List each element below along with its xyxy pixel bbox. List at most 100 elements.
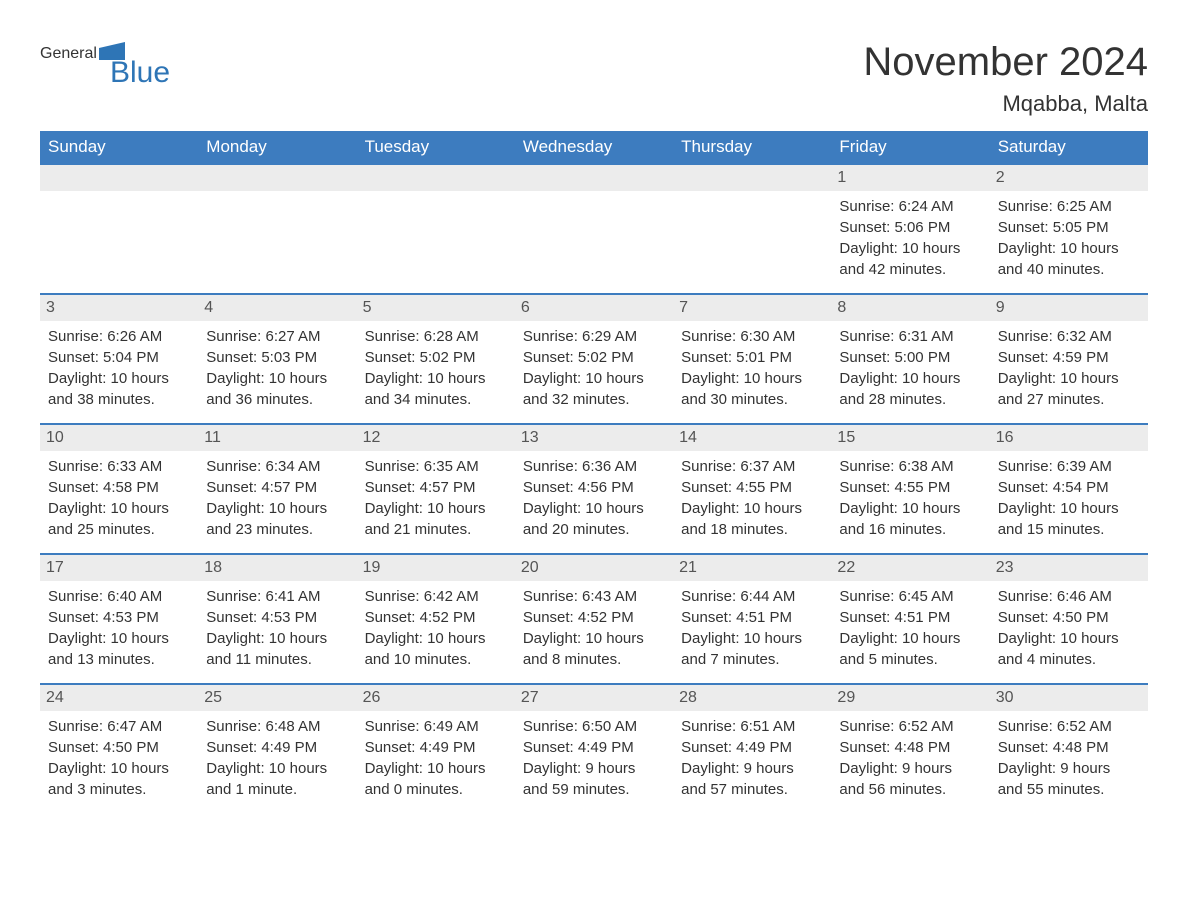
day-cell: 5Sunrise: 6:28 AMSunset: 5:02 PMDaylight… bbox=[357, 295, 515, 423]
weekday-cell: Sunday bbox=[40, 131, 198, 163]
day-sunrise: Sunrise: 6:32 AM bbox=[998, 327, 1140, 347]
day-sunrise: Sunrise: 6:43 AM bbox=[523, 587, 665, 607]
day-details: Sunrise: 6:48 AMSunset: 4:49 PMDaylight:… bbox=[206, 717, 348, 801]
day-details: Sunrise: 6:50 AMSunset: 4:49 PMDaylight:… bbox=[523, 717, 665, 801]
day-sunset: Sunset: 5:00 PM bbox=[839, 348, 981, 368]
day-daylight1: Daylight: 10 hours bbox=[839, 369, 981, 389]
day-cell: 26Sunrise: 6:49 AMSunset: 4:49 PMDayligh… bbox=[357, 685, 515, 813]
day-sunset: Sunset: 4:51 PM bbox=[681, 608, 823, 628]
day-number: 6 bbox=[515, 295, 673, 321]
day-daylight1: Daylight: 9 hours bbox=[998, 759, 1140, 779]
day-number: 15 bbox=[831, 425, 989, 451]
day-daylight1: Daylight: 10 hours bbox=[681, 369, 823, 389]
day-details: Sunrise: 6:52 AMSunset: 4:48 PMDaylight:… bbox=[839, 717, 981, 801]
day-cell: 3 Sunrise: 6:26 AMSunset: 5:04 PMDaylight… bbox=[40, 295, 198, 423]
day-daylight2: and 8 minutes. bbox=[523, 650, 665, 670]
day-daylight2: and 36 minutes. bbox=[206, 390, 348, 410]
day-sunrise: Sunrise: 6:24 AM bbox=[839, 197, 981, 217]
day-number: 25 bbox=[198, 685, 356, 711]
day-cell: 23Sunrise: 6:46 AMSunset: 4:50 PMDayligh… bbox=[990, 555, 1148, 683]
day-cell bbox=[673, 165, 831, 293]
day-sunrise: Sunrise: 6:48 AM bbox=[206, 717, 348, 737]
day-daylight1: Daylight: 10 hours bbox=[365, 499, 507, 519]
day-number: 29 bbox=[831, 685, 989, 711]
day-cell: 17 Sunrise: 6:40 AMSunset: 4:53 PMDayligh… bbox=[40, 555, 198, 683]
day-number bbox=[198, 165, 356, 191]
day-number: 10 bbox=[40, 425, 198, 451]
day-cell: 25 Sunrise: 6:48 AMSunset: 4:49 PMDayligh… bbox=[198, 685, 356, 813]
day-sunrise: Sunrise: 6:49 AM bbox=[365, 717, 507, 737]
day-number bbox=[40, 165, 198, 191]
logo-text: General Blue bbox=[40, 40, 170, 88]
week-row: 24Sunrise: 6:47 AMSunset: 4:50 PMDayligh… bbox=[40, 683, 1148, 813]
day-cell: 10Sunrise: 6:33 AMSunset: 4:58 PMDayligh… bbox=[40, 425, 198, 553]
day-daylight1: Daylight: 10 hours bbox=[998, 239, 1140, 259]
day-details: Sunrise: 6:49 AMSunset: 4:49 PMDaylight:… bbox=[365, 717, 507, 801]
day-details: Sunrise: 6:43 AMSunset: 4:52 PMDaylight:… bbox=[523, 587, 665, 671]
day-daylight2: and 40 minutes. bbox=[998, 260, 1140, 280]
day-sunset: Sunset: 4:54 PM bbox=[998, 478, 1140, 498]
day-daylight1: Daylight: 10 hours bbox=[523, 499, 665, 519]
day-daylight1: Daylight: 10 hours bbox=[48, 499, 190, 519]
day-sunrise: Sunrise: 6:47 AM bbox=[48, 717, 190, 737]
day-cell: 2Sunrise: 6:25 AMSunset: 5:05 PMDaylight… bbox=[990, 165, 1148, 293]
day-sunset: Sunset: 4:55 PM bbox=[839, 478, 981, 498]
weekday-cell: Thursday bbox=[673, 131, 831, 163]
day-cell: 19Sunrise: 6:42 AMSunset: 4:52 PMDayligh… bbox=[357, 555, 515, 683]
day-details: Sunrise: 6:36 AMSunset: 4:56 PMDaylight:… bbox=[523, 457, 665, 541]
day-number: 3 bbox=[40, 295, 198, 321]
day-daylight2: and 21 minutes. bbox=[365, 520, 507, 540]
day-cell: 18Sunrise: 6:41 AMSunset: 4:53 PMDayligh… bbox=[198, 555, 356, 683]
day-number: 20 bbox=[515, 555, 673, 581]
day-number: 17 bbox=[40, 555, 198, 581]
day-daylight1: Daylight: 10 hours bbox=[523, 369, 665, 389]
week-row: 10Sunrise: 6:33 AMSunset: 4:58 PMDayligh… bbox=[40, 423, 1148, 553]
day-sunrise: Sunrise: 6:34 AM bbox=[206, 457, 348, 477]
title-block: November 2024 Mqabba, Malta bbox=[863, 40, 1148, 117]
month-title: November 2024 bbox=[863, 40, 1148, 85]
day-sunrise: Sunrise: 6:50 AM bbox=[523, 717, 665, 737]
day-details: Sunrise: 6:31 AMSunset: 5:00 PMDaylight:… bbox=[839, 327, 981, 411]
day-sunrise: Sunrise: 6:31 AM bbox=[839, 327, 981, 347]
day-daylight2: and 30 minutes. bbox=[681, 390, 823, 410]
day-cell: 4Sunrise: 6:27 AMSunset: 5:03 PMDaylight… bbox=[198, 295, 356, 423]
day-details: Sunrise: 6:26 AMSunset: 5:04 PMDaylight:… bbox=[48, 327, 190, 411]
weekday-cell: Saturday bbox=[990, 131, 1148, 163]
day-daylight2: and 20 minutes. bbox=[523, 520, 665, 540]
day-number: 23 bbox=[990, 555, 1148, 581]
day-sunset: Sunset: 4:48 PM bbox=[839, 738, 981, 758]
day-sunrise: Sunrise: 6:45 AM bbox=[839, 587, 981, 607]
day-details: Sunrise: 6:52 AMSunset: 4:48 PMDaylight:… bbox=[998, 717, 1140, 801]
day-sunrise: Sunrise: 6:44 AM bbox=[681, 587, 823, 607]
day-number bbox=[673, 165, 831, 191]
day-daylight2: and 57 minutes. bbox=[681, 780, 823, 800]
day-sunrise: Sunrise: 6:35 AM bbox=[365, 457, 507, 477]
day-daylight1: Daylight: 10 hours bbox=[206, 499, 348, 519]
day-daylight2: and 25 minutes. bbox=[48, 520, 190, 540]
day-daylight1: Daylight: 10 hours bbox=[365, 369, 507, 389]
day-cell: 16Sunrise: 6:39 AMSunset: 4:54 PMDayligh… bbox=[990, 425, 1148, 553]
day-sunrise: Sunrise: 6:46 AM bbox=[998, 587, 1140, 607]
day-sunset: Sunset: 4:50 PM bbox=[48, 738, 190, 758]
day-cell: 15Sunrise: 6:38 AMSunset: 4:55 PMDayligh… bbox=[831, 425, 989, 553]
day-cell: 27Sunrise: 6:50 AMSunset: 4:49 PMDayligh… bbox=[515, 685, 673, 813]
day-number: 1 bbox=[831, 165, 989, 191]
day-details: Sunrise: 6:37 AMSunset: 4:55 PMDaylight:… bbox=[681, 457, 823, 541]
weekday-cell: Monday bbox=[198, 131, 356, 163]
day-sunrise: Sunrise: 6:38 AM bbox=[839, 457, 981, 477]
day-daylight1: Daylight: 10 hours bbox=[206, 759, 348, 779]
day-cell: 28Sunrise: 6:51 AMSunset: 4:49 PMDayligh… bbox=[673, 685, 831, 813]
day-daylight2: and 10 minutes. bbox=[365, 650, 507, 670]
day-details: Sunrise: 6:40 AMSunset: 4:53 PMDaylight:… bbox=[48, 587, 190, 671]
day-details: Sunrise: 6:34 AMSunset: 4:57 PMDaylight:… bbox=[206, 457, 348, 541]
day-sunset: Sunset: 4:48 PM bbox=[998, 738, 1140, 758]
day-sunset: Sunset: 4:49 PM bbox=[365, 738, 507, 758]
weekday-header-row: SundayMondayTuesdayWednesdayThursdayFrid… bbox=[40, 131, 1148, 163]
day-cell: 30Sunrise: 6:52 AMSunset: 4:48 PMDayligh… bbox=[990, 685, 1148, 813]
day-daylight2: and 0 minutes. bbox=[365, 780, 507, 800]
day-sunset: Sunset: 4:49 PM bbox=[681, 738, 823, 758]
day-cell: 8Sunrise: 6:31 AMSunset: 5:00 PMDaylight… bbox=[831, 295, 989, 423]
day-daylight2: and 55 minutes. bbox=[998, 780, 1140, 800]
day-daylight1: Daylight: 10 hours bbox=[48, 759, 190, 779]
day-details: Sunrise: 6:29 AMSunset: 5:02 PMDaylight:… bbox=[523, 327, 665, 411]
